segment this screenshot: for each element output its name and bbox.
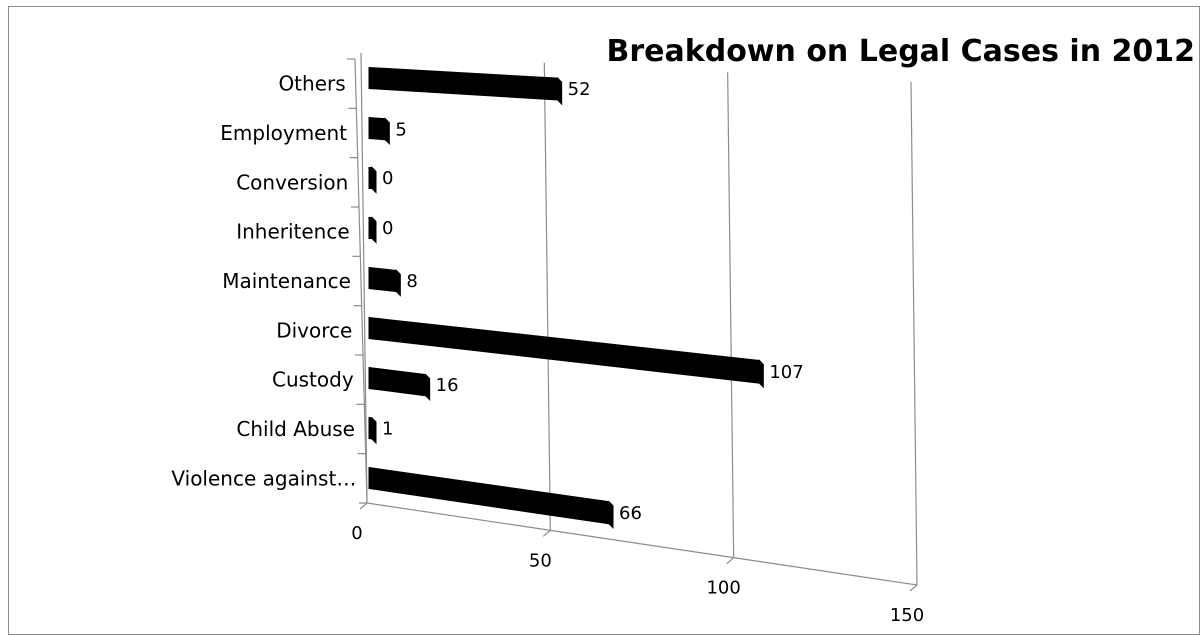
category-label: Child Abuse [236, 417, 355, 441]
bar [368, 316, 760, 384]
data-label: 16 [436, 375, 459, 396]
category-label: Custody [272, 368, 354, 392]
category-label: Employment [220, 121, 347, 145]
x-tick-label: 150 [890, 605, 924, 626]
chart-frame: 0 50 100 150 Violence against… 66 Child Abuse 1… [8, 6, 1200, 635]
x-tick-label: 0 [351, 523, 362, 544]
bar-end-cap [557, 76, 563, 106]
category-label: Divorce [276, 318, 352, 342]
data-label: 1 [382, 418, 393, 439]
category-label: Inheritence [236, 220, 349, 244]
data-label: 5 [395, 119, 406, 140]
value-axis [366, 502, 918, 586]
x-tick-label: 100 [706, 578, 740, 599]
gridline [360, 52, 368, 504]
bar-end-cap [608, 500, 614, 530]
bars [368, 66, 764, 530]
data-label: 8 [406, 271, 417, 292]
category-label: Conversion [236, 170, 348, 194]
tick-mark [542, 529, 551, 537]
data-label: 52 [568, 79, 591, 100]
tick-mark [726, 557, 735, 565]
bar-end-cap [371, 216, 377, 244]
gridline [910, 81, 918, 586]
bar [368, 66, 559, 101]
gridline [543, 62, 551, 531]
data-label: 66 [619, 503, 642, 524]
chart-title: Breakdown on Legal Cases in 2012 [607, 34, 1195, 69]
category-label: Violence against… [171, 466, 356, 490]
category-label: Maintenance [222, 269, 351, 293]
tick-mark [909, 584, 918, 592]
bar-end-cap [758, 359, 764, 389]
bar-end-cap [384, 117, 390, 146]
category-label: Others [278, 72, 345, 96]
data-label: 0 [382, 168, 393, 189]
data-label: 0 [382, 218, 393, 239]
bar [368, 116, 386, 141]
category-axis [354, 58, 368, 504]
gridline [727, 72, 735, 558]
bar-end-cap [395, 269, 401, 297]
tick-mark [359, 502, 368, 510]
axes [347, 58, 918, 586]
data-label: 107 [769, 362, 803, 383]
bar-end-cap [425, 373, 431, 402]
bar [368, 266, 397, 293]
gridlines [359, 52, 918, 592]
bar-end-cap [371, 416, 377, 445]
bar [368, 366, 427, 397]
bar-end-cap [371, 166, 377, 194]
bar [368, 466, 610, 525]
x-tick-label: 50 [529, 550, 552, 571]
